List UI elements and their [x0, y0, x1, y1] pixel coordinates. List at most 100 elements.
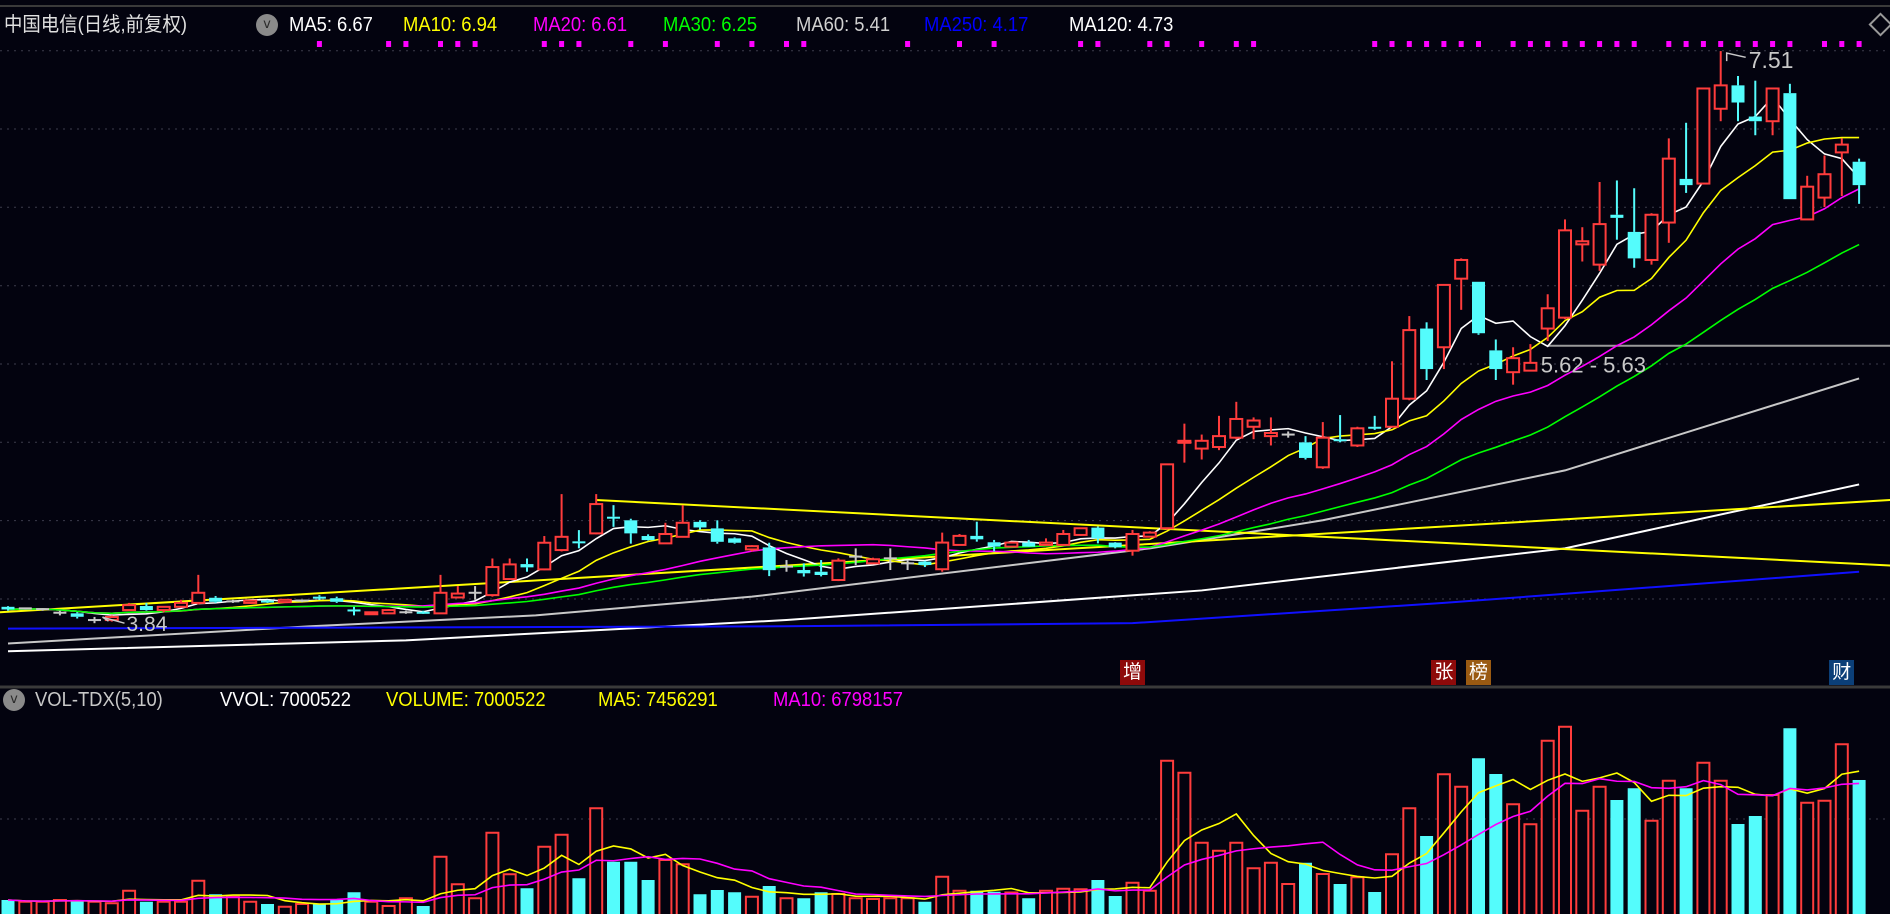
signal-mark	[1856, 41, 1862, 47]
candle-body	[797, 570, 811, 574]
volume-bar	[312, 904, 326, 914]
volume-bar	[330, 900, 344, 914]
candlestick	[1783, 83, 1797, 200]
candlestick	[1125, 529, 1140, 556]
candlestick	[831, 558, 846, 582]
candlestick	[1540, 294, 1555, 342]
candlestick	[1575, 227, 1590, 262]
candlestick	[1004, 541, 1019, 548]
candle-body	[1713, 84, 1728, 110]
candlestick	[243, 599, 258, 604]
volume-bar	[261, 904, 274, 914]
volume-bar	[485, 831, 500, 914]
candlestick	[277, 598, 292, 604]
level-price-label: 5.62 - 5.63	[1541, 353, 1646, 378]
signal-mark	[1527, 41, 1533, 47]
signal-mark	[386, 41, 392, 47]
candlestick	[1281, 431, 1295, 438]
chevron-down-icon[interactable]: v	[3, 689, 25, 711]
candle-body	[399, 611, 413, 614]
event-badge[interactable]: 张	[1431, 660, 1457, 685]
candlestick	[849, 548, 863, 566]
candlestick	[537, 536, 552, 571]
volume-bar	[710, 890, 724, 914]
candle-body	[122, 604, 137, 612]
candlestick	[156, 605, 171, 613]
candle-body	[1091, 527, 1105, 539]
volume-bar	[900, 897, 915, 914]
candle-body	[243, 599, 258, 604]
candle-body	[70, 613, 84, 617]
signal-mark	[1424, 41, 1430, 47]
signal-mark	[1700, 41, 1706, 47]
signal-mark	[905, 41, 911, 47]
volume-bar	[1592, 785, 1607, 914]
volume-bar	[797, 898, 811, 914]
volume-bar	[762, 886, 776, 914]
signal-mark	[1389, 41, 1395, 47]
volume-bar	[364, 900, 379, 914]
high-price-label: 7.51	[1749, 47, 1794, 73]
volume-bar	[883, 897, 898, 914]
volume-bar	[381, 905, 396, 914]
volume-bar	[1644, 819, 1659, 914]
chevron-down-icon[interactable]: v	[256, 14, 278, 36]
volume-bar	[1246, 867, 1261, 914]
signal-mark	[576, 41, 582, 47]
candle-body	[1212, 435, 1226, 449]
volume-bar	[209, 894, 223, 914]
volume-bar	[1852, 779, 1866, 914]
ma30-readout: MA30: 6.25	[663, 14, 758, 36]
candlestick	[330, 596, 344, 603]
candle-body	[1489, 350, 1503, 370]
signal-mark	[1406, 41, 1412, 47]
signal-mark	[749, 41, 755, 47]
candle-body	[433, 591, 448, 615]
candlestick	[693, 520, 707, 530]
candle-body	[347, 609, 361, 612]
volume-bar	[1765, 794, 1780, 914]
candle-body	[1385, 397, 1399, 428]
candlestick	[1817, 155, 1832, 207]
candle-body	[849, 555, 863, 558]
candlestick	[174, 599, 188, 608]
signal-mark	[1666, 41, 1672, 47]
ma30-line	[7, 243, 1860, 615]
volume-bar	[728, 892, 742, 914]
candle-body	[18, 607, 32, 610]
candlestick	[1696, 87, 1711, 185]
candle-body	[1506, 357, 1521, 374]
volume-bar	[779, 897, 794, 914]
volume-bar	[70, 900, 84, 914]
volume-bar	[139, 901, 153, 914]
candlestick	[364, 611, 379, 616]
candle-body	[935, 541, 950, 571]
candlestick	[1472, 281, 1485, 335]
candle-body	[1350, 427, 1365, 447]
volume-bar	[1212, 849, 1226, 914]
volume-indicator-name[interactable]: VOL-TDX(5,10)	[35, 689, 163, 711]
event-badge[interactable]: 榜	[1466, 660, 1491, 685]
candle-body	[174, 601, 188, 608]
ma120-readout: MA120: 4.73	[1069, 14, 1174, 36]
volume-bar	[1402, 807, 1417, 914]
candlestick	[295, 599, 309, 603]
volume-bar	[1299, 862, 1312, 914]
candlestick	[1073, 527, 1088, 536]
candle-body	[364, 611, 379, 616]
candlestick	[987, 539, 1001, 552]
volume-bar	[1627, 788, 1641, 914]
volume-bar	[1177, 771, 1192, 914]
ma5-readout: MA5: 6.67	[289, 14, 373, 36]
candlestick	[762, 542, 776, 577]
candlestick	[1177, 423, 1192, 463]
candlestick	[1489, 339, 1503, 380]
volume-bar	[624, 861, 638, 914]
event-badge[interactable]: 增	[1120, 660, 1145, 685]
event-badge[interactable]: 财	[1829, 660, 1855, 685]
candlestick	[1402, 316, 1417, 401]
candlestick	[1558, 219, 1572, 320]
candle-body	[1800, 185, 1815, 221]
volume-bar	[225, 895, 240, 914]
